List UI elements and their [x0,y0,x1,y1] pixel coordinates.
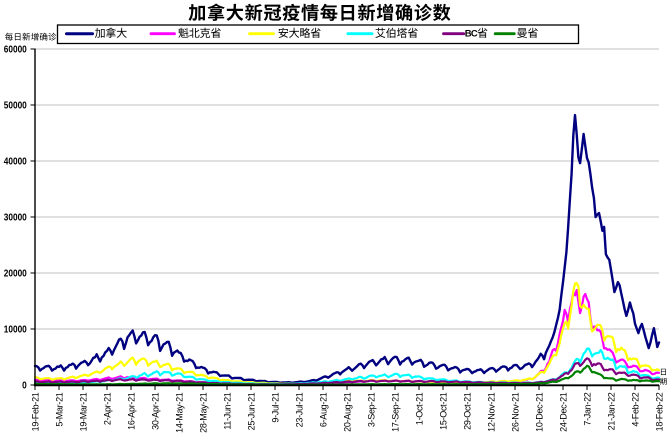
svg-text:18-Feb-22: 18-Feb-22 [654,392,664,431]
svg-text:25-Jun-21: 25-Jun-21 [246,392,256,430]
svg-text:21-Jan-22: 21-Jan-22 [606,392,616,430]
svg-text:28-May-21: 28-May-21 [198,392,208,433]
svg-text:60000: 60000 [4,44,27,56]
svg-text:40000: 40000 [4,156,27,168]
svg-text:7-Jan-22: 7-Jan-22 [582,392,592,425]
svg-text:3-Sep-21: 3-Sep-21 [366,392,376,427]
svg-text:12-Nov-21: 12-Nov-21 [486,392,496,432]
svg-text:24-Dec-21: 24-Dec-21 [558,392,568,432]
svg-text:26-Nov-21: 26-Nov-21 [510,392,520,432]
svg-text:30-Apr-21: 30-Apr-21 [150,392,160,430]
svg-text:6-Aug-21: 6-Aug-21 [318,392,328,427]
svg-text:1-Oct-21: 1-Oct-21 [414,392,424,425]
svg-text:10-Dec-21: 10-Dec-21 [534,392,544,432]
svg-text:4-Feb-22: 4-Feb-22 [630,392,640,426]
svg-text:9-Jul-21: 9-Jul-21 [270,392,280,422]
svg-text:23-Jul-21: 23-Jul-21 [294,392,304,427]
svg-text:20000: 20000 [4,268,27,280]
svg-text:5-Mar-21: 5-Mar-21 [54,392,64,426]
svg-text:17-Sep-21: 17-Sep-21 [390,392,400,432]
svg-text:30000: 30000 [4,212,27,224]
svg-text:19-Feb-21: 19-Feb-21 [30,392,40,431]
svg-text:BC: BC [465,28,478,39]
svg-text:15-Oct-21: 15-Oct-21 [438,392,448,430]
svg-text:50000: 50000 [4,100,27,112]
svg-text:10000: 10000 [4,324,27,336]
svg-text:16-Apr-21: 16-Apr-21 [126,392,136,430]
svg-text:14-May-21: 14-May-21 [174,392,184,433]
svg-text:2-Apr-21: 2-Apr-21 [102,392,112,425]
svg-text:0: 0 [22,380,27,392]
svg-text:11-Jun-21: 11-Jun-21 [222,392,232,429]
svg-text:29-Oct-21: 29-Oct-21 [462,392,472,430]
svg-text:19-Mar-21: 19-Mar-21 [78,392,88,431]
svg-text:20-Aug-21: 20-Aug-21 [342,392,352,432]
